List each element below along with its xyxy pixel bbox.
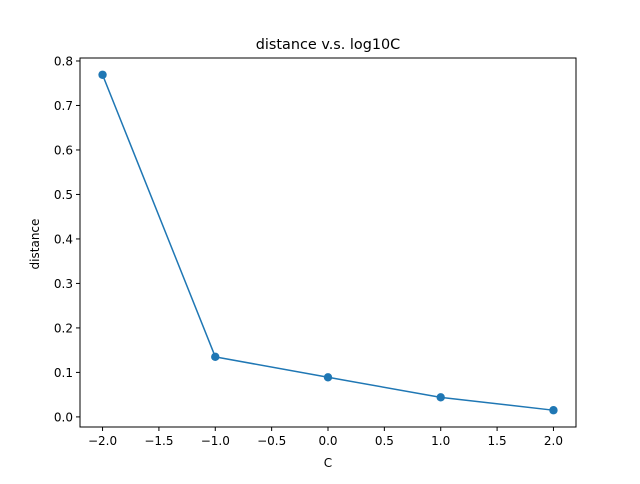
data-point-marker — [323, 373, 333, 382]
plot-area-frame — [79, 57, 577, 428]
y-tick-label: 0.2 — [54, 321, 73, 335]
x-tick-label: −1.5 — [144, 434, 173, 448]
x-axis-ticks: −2.0 −1.5 −1.0 −0.5 0.0 0.5 1.0 1.5 2.0 — [88, 427, 563, 448]
x-tick-label: −1.0 — [201, 434, 230, 448]
x-tick-label: 1.0 — [431, 434, 450, 448]
chart-title: distance v.s. log10C — [256, 37, 400, 53]
y-tick-label: 0.0 — [54, 410, 73, 424]
x-tick-label: 1.5 — [488, 434, 507, 448]
x-tick-label: 2.0 — [544, 434, 563, 448]
y-tick-label: 0.3 — [54, 277, 73, 291]
y-tick-label: 0.1 — [54, 366, 73, 380]
x-tick-label: 0.5 — [375, 434, 394, 448]
data-point-marker — [98, 70, 107, 79]
x-tick-label: 0.0 — [318, 434, 337, 448]
data-point-marker — [211, 352, 220, 362]
data-point-marker — [436, 393, 445, 402]
x-tick-label: −2.0 — [88, 434, 117, 448]
y-tick-label: 0.7 — [54, 99, 73, 113]
data-point-marker — [549, 406, 558, 415]
x-tick-label: −0.5 — [257, 434, 286, 448]
y-axis-label: distance — [28, 219, 42, 270]
y-tick-label: 0.5 — [54, 188, 73, 202]
y-axis-ticks: 0.0 0.1 0.2 0.3 0.4 0.5 0.6 0.7 0.8 — [54, 54, 80, 424]
y-tick-label: 0.8 — [54, 54, 73, 68]
x-axis-label: C — [324, 456, 332, 470]
series-layer — [98, 70, 558, 415]
y-tick-label: 0.6 — [54, 143, 73, 157]
y-tick-label: 0.4 — [54, 232, 73, 246]
